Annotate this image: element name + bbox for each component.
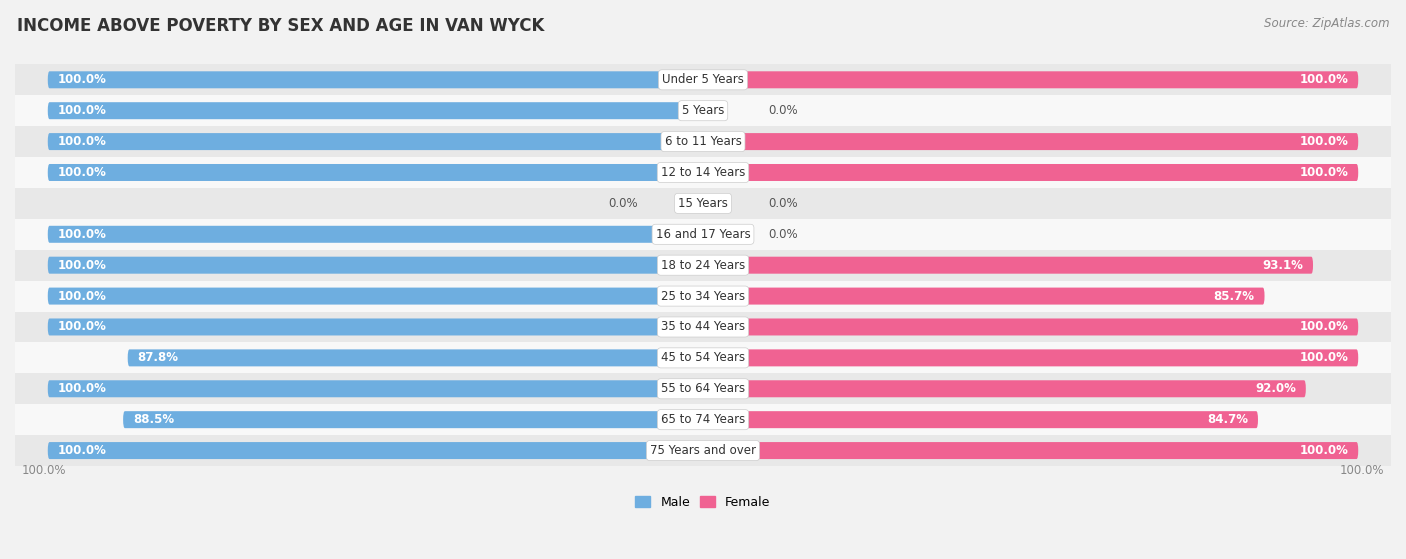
Bar	[15, 373, 1391, 404]
FancyBboxPatch shape	[703, 380, 1306, 397]
Text: 0.0%: 0.0%	[607, 197, 637, 210]
Text: 84.7%: 84.7%	[1208, 413, 1249, 426]
Bar	[15, 64, 1391, 95]
Bar	[15, 250, 1391, 281]
FancyBboxPatch shape	[703, 287, 1264, 305]
FancyBboxPatch shape	[48, 257, 703, 274]
Text: 100.0%: 100.0%	[58, 290, 107, 302]
Bar	[15, 281, 1391, 311]
Text: 15 Years: 15 Years	[678, 197, 728, 210]
Text: 100.0%: 100.0%	[58, 135, 107, 148]
FancyBboxPatch shape	[703, 72, 1358, 88]
FancyBboxPatch shape	[703, 349, 1358, 366]
Bar	[15, 311, 1391, 343]
Text: 100.0%: 100.0%	[58, 382, 107, 395]
Text: 55 to 64 Years: 55 to 64 Years	[661, 382, 745, 395]
Text: 0.0%: 0.0%	[769, 104, 799, 117]
FancyBboxPatch shape	[703, 411, 1258, 428]
FancyBboxPatch shape	[703, 442, 1358, 459]
Bar	[15, 219, 1391, 250]
FancyBboxPatch shape	[48, 380, 703, 397]
FancyBboxPatch shape	[48, 133, 703, 150]
Text: 100.0%: 100.0%	[1340, 463, 1385, 476]
FancyBboxPatch shape	[48, 287, 703, 305]
Text: 65 to 74 Years: 65 to 74 Years	[661, 413, 745, 426]
Text: 18 to 24 Years: 18 to 24 Years	[661, 259, 745, 272]
Bar	[15, 126, 1391, 157]
Text: 100.0%: 100.0%	[58, 166, 107, 179]
Text: 100.0%: 100.0%	[1299, 320, 1348, 334]
Text: 0.0%: 0.0%	[769, 228, 799, 241]
FancyBboxPatch shape	[124, 411, 703, 428]
Bar	[15, 404, 1391, 435]
Bar	[15, 95, 1391, 126]
Text: 87.8%: 87.8%	[138, 352, 179, 364]
Text: 100.0%: 100.0%	[58, 320, 107, 334]
FancyBboxPatch shape	[128, 349, 703, 366]
FancyBboxPatch shape	[48, 102, 703, 119]
Text: 100.0%: 100.0%	[58, 444, 107, 457]
Text: 88.5%: 88.5%	[134, 413, 174, 426]
Text: 0.0%: 0.0%	[769, 197, 799, 210]
Text: 45 to 54 Years: 45 to 54 Years	[661, 352, 745, 364]
Text: 5 Years: 5 Years	[682, 104, 724, 117]
Bar	[15, 157, 1391, 188]
Text: 93.1%: 93.1%	[1263, 259, 1303, 272]
FancyBboxPatch shape	[48, 164, 703, 181]
Legend: Male, Female: Male, Female	[630, 491, 776, 514]
Text: 100.0%: 100.0%	[1299, 166, 1348, 179]
FancyBboxPatch shape	[703, 257, 1313, 274]
FancyBboxPatch shape	[48, 72, 703, 88]
Text: 100.0%: 100.0%	[1299, 73, 1348, 86]
FancyBboxPatch shape	[48, 319, 703, 335]
Text: Under 5 Years: Under 5 Years	[662, 73, 744, 86]
Text: 100.0%: 100.0%	[1299, 352, 1348, 364]
FancyBboxPatch shape	[703, 319, 1358, 335]
Text: INCOME ABOVE POVERTY BY SEX AND AGE IN VAN WYCK: INCOME ABOVE POVERTY BY SEX AND AGE IN V…	[17, 17, 544, 35]
Bar	[15, 343, 1391, 373]
Text: 100.0%: 100.0%	[21, 463, 66, 476]
FancyBboxPatch shape	[48, 442, 703, 459]
Text: Source: ZipAtlas.com: Source: ZipAtlas.com	[1264, 17, 1389, 30]
Text: 25 to 34 Years: 25 to 34 Years	[661, 290, 745, 302]
FancyBboxPatch shape	[703, 133, 1358, 150]
FancyBboxPatch shape	[48, 226, 703, 243]
Text: 75 Years and over: 75 Years and over	[650, 444, 756, 457]
Text: 16 and 17 Years: 16 and 17 Years	[655, 228, 751, 241]
Text: 100.0%: 100.0%	[58, 228, 107, 241]
Bar	[15, 435, 1391, 466]
Bar	[15, 188, 1391, 219]
Text: 100.0%: 100.0%	[1299, 444, 1348, 457]
Text: 6 to 11 Years: 6 to 11 Years	[665, 135, 741, 148]
Text: 92.0%: 92.0%	[1256, 382, 1296, 395]
Text: 100.0%: 100.0%	[1299, 135, 1348, 148]
Text: 12 to 14 Years: 12 to 14 Years	[661, 166, 745, 179]
Text: 85.7%: 85.7%	[1213, 290, 1254, 302]
FancyBboxPatch shape	[703, 164, 1358, 181]
Text: 100.0%: 100.0%	[58, 259, 107, 272]
Text: 100.0%: 100.0%	[58, 104, 107, 117]
Text: 35 to 44 Years: 35 to 44 Years	[661, 320, 745, 334]
Text: 100.0%: 100.0%	[58, 73, 107, 86]
